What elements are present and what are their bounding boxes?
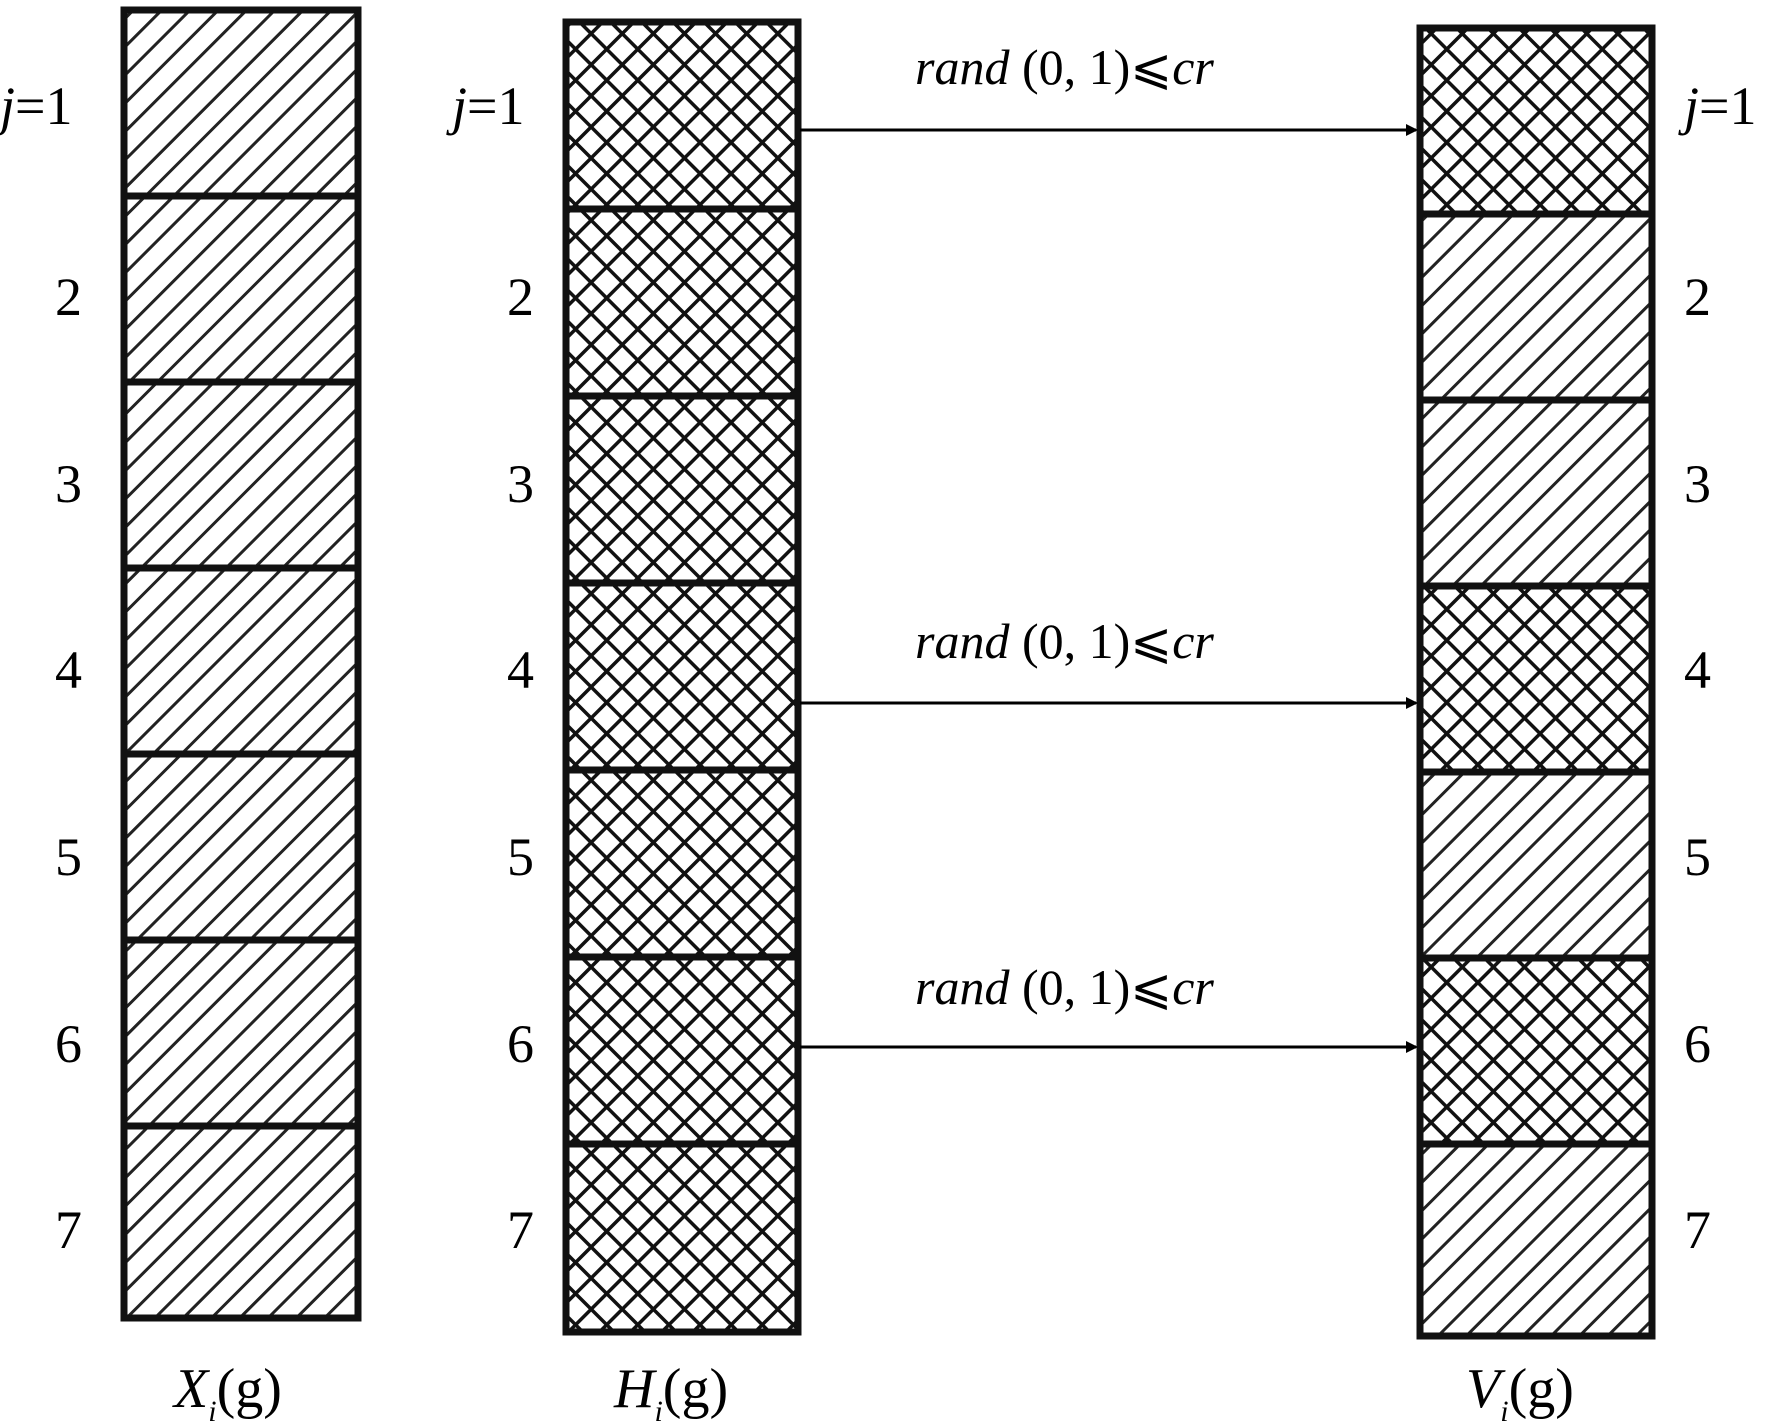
h-cell-6 xyxy=(562,953,802,1148)
row-label-7: 7 xyxy=(55,1200,82,1260)
condition-label-row-1: rand (0, 1)⩽cr xyxy=(915,39,1214,95)
row-label-3: 3 xyxy=(1684,454,1711,514)
row-label-4: 4 xyxy=(507,640,534,700)
row-label-4: 4 xyxy=(1684,640,1711,700)
row-labels-v: j=1 2 3 4 5 6 7 xyxy=(1678,76,1756,1260)
row-label-6: 6 xyxy=(1684,1014,1711,1074)
row-label-5: 5 xyxy=(507,827,534,887)
column-x xyxy=(120,6,362,1322)
row-label-3: 3 xyxy=(55,454,82,514)
column-label-v: Vi(g) xyxy=(1466,1358,1574,1427)
row-label-2: 2 xyxy=(507,267,534,327)
column-label-x: Xi(g) xyxy=(172,1358,282,1427)
h-cell-1 xyxy=(562,18,802,213)
row-label-1: j=1 xyxy=(1678,76,1756,136)
column-label-h: Hi(g) xyxy=(613,1358,728,1427)
row-label-6: 6 xyxy=(507,1014,534,1074)
x-cell-7 xyxy=(120,1122,362,1322)
column-h xyxy=(562,18,802,1336)
x-cell-3 xyxy=(120,378,362,572)
v-cell-5 xyxy=(1416,768,1656,962)
v-cell-2 xyxy=(1416,210,1656,404)
h-cell-4 xyxy=(562,579,802,774)
row-label-1: j=1 xyxy=(446,76,524,136)
row-label-3: 3 xyxy=(507,454,534,514)
x-cell-2 xyxy=(120,192,362,386)
v-cell-6 xyxy=(1416,954,1656,1148)
v-cell-4 xyxy=(1416,582,1656,776)
h-cell-3 xyxy=(562,392,802,587)
row-labels-x: j=1 2 3 4 5 6 7 xyxy=(0,76,82,1260)
x-cell-6 xyxy=(120,936,362,1130)
h-cell-7 xyxy=(562,1140,802,1336)
row-label-1: j=1 xyxy=(0,76,72,136)
condition-label-row-6: rand (0, 1)⩽cr xyxy=(915,959,1214,1015)
row-label-5: 5 xyxy=(55,827,82,887)
h-cell-5 xyxy=(562,766,802,961)
arrows xyxy=(800,124,1418,1053)
v-cell-1 xyxy=(1416,24,1656,218)
x-cell-4 xyxy=(120,564,362,758)
row-label-7: 7 xyxy=(507,1200,534,1260)
row-label-2: 2 xyxy=(55,267,82,327)
column-v xyxy=(1416,24,1656,1340)
v-cell-7 xyxy=(1416,1140,1656,1340)
row-label-5: 5 xyxy=(1684,827,1711,887)
row-label-2: 2 xyxy=(1684,267,1711,327)
v-cell-3 xyxy=(1416,396,1656,590)
x-cell-1 xyxy=(120,6,362,200)
h-cell-2 xyxy=(562,205,802,400)
x-cell-5 xyxy=(120,750,362,944)
row-labels-h: j=1 2 3 4 5 6 7 xyxy=(446,76,534,1260)
row-label-7: 7 xyxy=(1684,1200,1711,1260)
row-label-4: 4 xyxy=(55,640,82,700)
condition-label-row-4: rand (0, 1)⩽cr xyxy=(915,613,1214,669)
row-label-6: 6 xyxy=(55,1014,82,1074)
